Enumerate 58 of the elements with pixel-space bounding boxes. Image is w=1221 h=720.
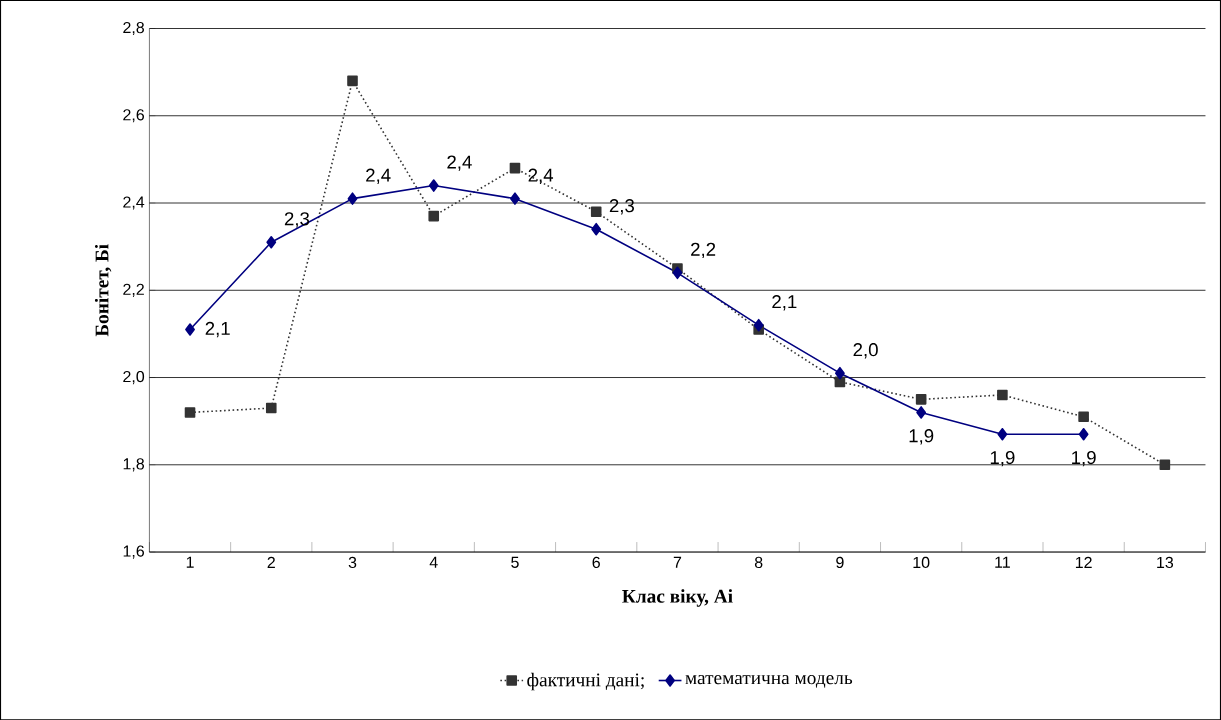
x-tick-label: 10 (913, 556, 930, 568)
point (266, 235, 277, 249)
point (184, 406, 196, 418)
x-tick-label: 2 (267, 556, 275, 568)
point (672, 266, 683, 279)
point (916, 405, 927, 419)
point (997, 389, 1008, 401)
y-tick-label: 2,2 (123, 283, 144, 297)
y-axis-title: Бонітет, Бі (94, 243, 112, 337)
legend-label: фактичні дані; (527, 672, 644, 691)
y-tick-label: 1,6 (123, 545, 145, 559)
data-label: 1,9 (909, 428, 934, 445)
data-label: 2,3 (284, 211, 310, 228)
point (835, 366, 845, 380)
point (510, 192, 520, 205)
point (347, 192, 358, 205)
x-tick-label: 8 (754, 556, 763, 568)
y-tick-label: 2,8 (123, 21, 145, 35)
data-label: 2,4 (528, 168, 554, 184)
point (591, 222, 602, 236)
x-tick-label: 13 (1157, 556, 1174, 568)
x-tick-label: 4 (429, 556, 438, 568)
data-label: 2,2 (691, 242, 716, 258)
x-tick-label: 7 (673, 556, 682, 568)
x-tick-label: 1 (186, 556, 194, 568)
data-label: 2,4 (447, 155, 472, 171)
x-tick-label: 3 (348, 556, 357, 568)
point (1159, 459, 1171, 470)
point (347, 75, 358, 86)
point (428, 210, 440, 222)
data-label: 2,0 (853, 342, 878, 359)
x-tick-label: 5 (511, 556, 519, 568)
point (509, 162, 521, 174)
point (997, 427, 1008, 441)
point (753, 318, 764, 332)
point (915, 393, 927, 405)
data-label: 2,4 (366, 168, 391, 184)
x-tick-label: 12 (1075, 556, 1092, 568)
point (1078, 427, 1089, 441)
data-label: 1,9 (990, 450, 1015, 467)
x-axis-title: Клас віку, Аі (622, 588, 733, 607)
point (185, 323, 195, 336)
point (265, 402, 277, 414)
data-label: 2,1 (772, 294, 797, 311)
data-label: 2,1 (205, 321, 230, 338)
point (590, 206, 602, 217)
x-tick-label: 11 (995, 556, 1010, 568)
x-tick-label: 6 (592, 556, 600, 568)
y-tick-label: 2,6 (123, 108, 145, 123)
y-tick-label: 2,0 (123, 370, 145, 384)
legend-label: математична модель (685, 674, 853, 688)
y-tick-label: 2,4 (123, 196, 145, 210)
x-tick-label: 9 (836, 556, 844, 568)
point (428, 179, 439, 192)
data-label: 2,3 (609, 198, 635, 215)
data-label: 1,9 (1072, 450, 1096, 467)
point (1078, 411, 1089, 422)
y-tick-label: 1,8 (123, 457, 145, 472)
